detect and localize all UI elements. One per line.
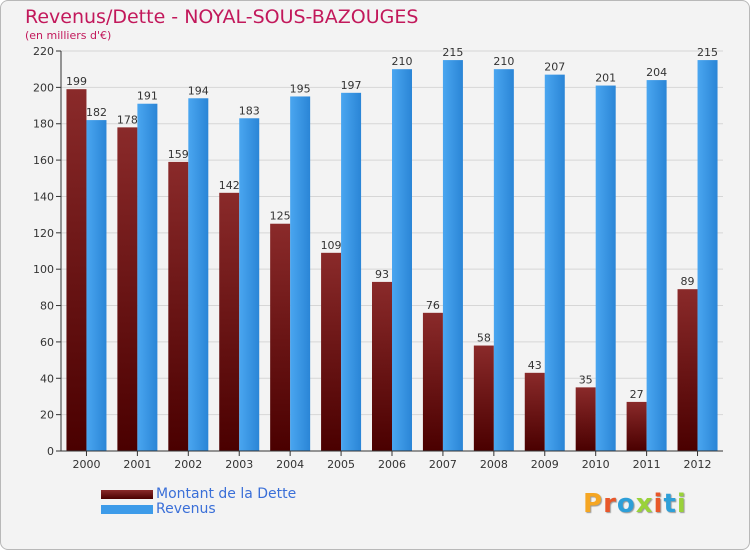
bar-revenue: [137, 103, 158, 452]
logo-letter: i: [676, 489, 687, 519]
bar-debt: [473, 345, 494, 451]
bar-debt: [626, 401, 647, 451]
data-label-debt: 35: [579, 373, 593, 386]
bar-revenue: [646, 80, 667, 451]
data-label-debt: 142: [219, 179, 240, 192]
logo-letter: t: [663, 489, 677, 519]
bar-debt: [66, 89, 87, 451]
bar-revenue: [442, 60, 463, 451]
bar-revenue: [392, 69, 412, 451]
bar-revenue: [493, 69, 514, 451]
data-label-revenue: 215: [697, 46, 718, 59]
x-tick-label: 2005: [327, 458, 355, 471]
data-label-debt: 76: [426, 299, 440, 312]
bar-revenue: [595, 85, 616, 451]
legend-swatch-revenue: [101, 505, 153, 514]
x-tick-label: 2000: [72, 458, 100, 471]
bar-debt: [422, 312, 443, 451]
data-label-debt: 199: [66, 75, 87, 88]
legend-label-revenue: Revenus: [156, 501, 216, 517]
logo-letter: o: [616, 489, 636, 519]
data-label-revenue: 194: [188, 84, 209, 97]
data-label-revenue: 197: [341, 79, 362, 92]
y-tick-label: 220: [33, 45, 54, 58]
data-label-debt: 58: [477, 332, 491, 345]
data-label-debt: 89: [681, 275, 695, 288]
data-label-debt: 27: [630, 388, 644, 401]
data-label-debt: 125: [270, 210, 291, 223]
legend-swatch-debt: [101, 490, 153, 499]
y-tick-label: 20: [40, 409, 54, 422]
chart-title: Revenus/Dette - NOYAL-SOUS-BAZOUGES: [25, 6, 419, 28]
data-label-revenue: 195: [290, 82, 311, 95]
bar-revenue: [86, 120, 107, 451]
bar-revenue: [341, 92, 362, 452]
bar-revenue: [188, 98, 209, 451]
y-tick-label: 180: [33, 118, 54, 131]
data-label-revenue: 183: [239, 104, 260, 117]
bar-debt: [321, 252, 342, 451]
x-tick-label: 2004: [276, 458, 304, 471]
x-tick-label: 2009: [531, 458, 559, 471]
x-tick-label: 2008: [480, 458, 508, 471]
y-tick-label: 120: [33, 227, 54, 240]
data-label-debt: 178: [117, 113, 138, 126]
x-tick-label: 2012: [684, 458, 712, 471]
y-tick-label: 0: [47, 445, 54, 458]
y-tick-label: 100: [33, 263, 54, 276]
bar-revenue: [290, 96, 311, 452]
data-label-revenue: 210: [392, 55, 413, 68]
data-label-revenue: 215: [442, 46, 463, 59]
y-tick-label: 200: [33, 81, 54, 94]
y-tick-label: 80: [40, 300, 54, 313]
data-label-revenue: 191: [137, 90, 158, 103]
data-label-revenue: 201: [595, 72, 616, 85]
legend-label-debt: Montant de la Dette: [156, 486, 297, 502]
logo-letter: i: [653, 489, 664, 519]
logo-letter: P: [583, 489, 604, 519]
x-tick-label: 2002: [174, 458, 202, 471]
x-tick-label: 2010: [582, 458, 610, 471]
logo-letter: x: [635, 489, 654, 519]
bar-debt: [270, 223, 291, 451]
data-label-debt: 43: [528, 359, 542, 372]
bar-revenue: [697, 60, 718, 451]
bar-revenue: [239, 118, 260, 451]
data-label-revenue: 182: [86, 106, 107, 119]
y-tick-label: 160: [33, 154, 54, 167]
data-label-revenue: 204: [646, 66, 667, 79]
x-tick-label: 2001: [123, 458, 151, 471]
y-tick-label: 140: [33, 190, 54, 203]
bar-debt: [168, 161, 189, 451]
bar-debt: [677, 289, 698, 451]
data-label-debt: 159: [168, 148, 189, 161]
x-tick-label: 2007: [429, 458, 457, 471]
bar-revenue: [544, 74, 565, 452]
chart-subtitle: (en milliers d'€): [25, 29, 112, 42]
logo-letter: r: [603, 489, 617, 519]
data-label-revenue: 207: [544, 61, 565, 74]
y-tick-label: 40: [40, 372, 54, 385]
y-tick-label: 60: [40, 336, 54, 349]
bar-debt: [219, 192, 240, 451]
x-tick-label: 2011: [633, 458, 661, 471]
bar-debt: [575, 387, 596, 451]
bar-debt: [117, 127, 138, 451]
x-tick-label: 2003: [225, 458, 253, 471]
bar-debt: [372, 281, 392, 451]
proxiti-logo: Proxiti: [583, 489, 687, 519]
data-label-revenue: 210: [493, 55, 514, 68]
data-label-debt: 109: [321, 239, 342, 252]
x-tick-label: 2006: [378, 458, 406, 471]
bar-debt: [524, 372, 545, 451]
data-label-debt: 93: [375, 268, 389, 281]
